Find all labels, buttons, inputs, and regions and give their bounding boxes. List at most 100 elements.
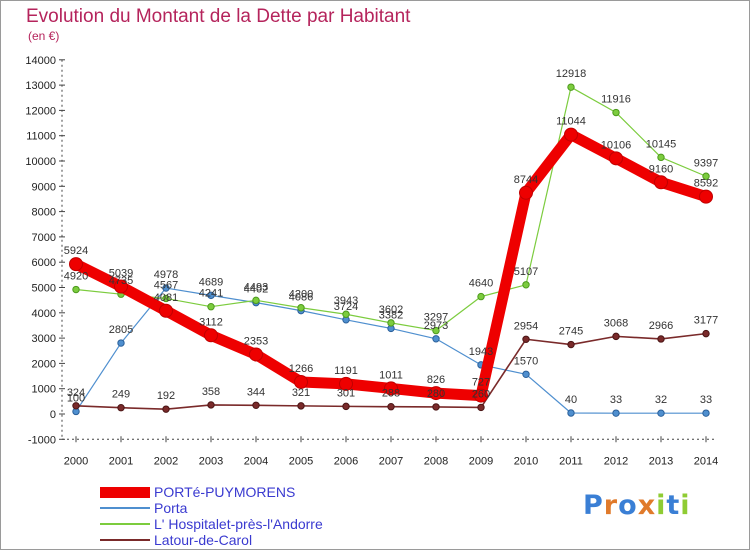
data-point <box>342 310 350 318</box>
data-label: 10106 <box>601 139 632 151</box>
data-label: 9397 <box>694 157 718 169</box>
data-label: 1191 <box>334 365 358 377</box>
logo-letter: o <box>618 490 638 521</box>
x-tick-label: 2010 <box>514 455 538 467</box>
data-label: 33 <box>610 394 622 406</box>
data-label: 5039 <box>109 268 133 280</box>
data-label: 280 <box>427 388 445 400</box>
y-tick-label: 12000 <box>25 105 56 117</box>
data-point <box>522 335 530 343</box>
data-label: 1266 <box>289 363 313 375</box>
data-label: 301 <box>337 387 355 399</box>
y-tick-label: 14000 <box>25 55 56 67</box>
data-point <box>612 332 620 341</box>
data-label: 3068 <box>604 317 628 329</box>
data-label: 288 <box>382 388 400 400</box>
data-point <box>114 279 128 294</box>
data-point <box>477 403 485 412</box>
y-tick-label: 0 <box>50 409 56 421</box>
data-point <box>567 409 575 417</box>
data-label: 321 <box>292 387 310 399</box>
data-label: 3943 <box>334 295 358 307</box>
data-point <box>162 294 170 303</box>
legend-item: Porta <box>100 500 323 516</box>
x-tick-label: 2011 <box>559 455 583 467</box>
data-label: 4241 <box>199 288 223 300</box>
y-tick-label: 6000 <box>32 257 56 269</box>
data-point <box>387 319 395 327</box>
data-label: 12918 <box>556 68 587 80</box>
data-label: 33 <box>700 394 712 406</box>
logo-letter: i <box>656 490 667 521</box>
data-label: 192 <box>157 390 175 402</box>
proxiti-logo: Proxiti <box>583 490 691 521</box>
data-point <box>657 335 665 343</box>
data-label: 8744 <box>514 174 538 186</box>
data-point <box>522 281 530 289</box>
data-label: 4735 <box>109 275 133 287</box>
y-tick-label: 13000 <box>25 80 56 92</box>
data-label: 4493 <box>244 281 268 293</box>
legend-item: PORTé-PUYMORENS <box>100 484 323 500</box>
data-point <box>342 402 350 411</box>
data-point <box>207 401 215 409</box>
data-point <box>387 403 395 411</box>
data-label: 344 <box>247 386 265 398</box>
data-label: 3382 <box>379 309 403 321</box>
data-label: 4689 <box>199 276 223 288</box>
data-point <box>294 374 308 389</box>
data-label: 260 <box>472 388 490 400</box>
legend-item: L' Hospitalet-près-l'Andorre <box>100 516 323 532</box>
data-label: 11044 <box>556 116 586 128</box>
data-label: 324 <box>67 387 85 399</box>
logo-letter: r <box>603 490 619 521</box>
x-tick-label: 2014 <box>694 455 718 467</box>
data-point <box>432 326 440 335</box>
data-label: 4200 <box>289 289 313 301</box>
data-label: 826 <box>427 374 445 386</box>
data-label: 100 <box>67 392 85 404</box>
data-label: 4567 <box>154 279 178 291</box>
data-point <box>249 347 263 362</box>
y-tick-label: 11000 <box>26 131 56 143</box>
data-point <box>69 257 83 272</box>
data-point <box>339 376 353 391</box>
series-line-0 <box>70 129 712 402</box>
data-point <box>117 339 125 347</box>
x-tick-label: 2002 <box>154 455 178 467</box>
data-point <box>612 108 620 117</box>
data-label: 2973 <box>424 320 448 332</box>
legend-swatch <box>100 539 150 541</box>
data-label: 358 <box>202 386 220 398</box>
x-tick-label: 2001 <box>109 455 133 467</box>
chart-series <box>69 83 713 417</box>
data-label: 4640 <box>469 278 493 290</box>
y-tick-label: 4000 <box>32 308 56 320</box>
chart-unit-label: (en €) <box>28 29 60 43</box>
data-label: 1011 <box>379 369 403 381</box>
data-label: 40 <box>565 394 577 406</box>
data-point <box>207 303 215 311</box>
data-point <box>252 401 260 409</box>
data-point <box>204 328 218 343</box>
data-point <box>477 292 485 301</box>
data-point <box>564 127 578 142</box>
y-tick-label: 8000 <box>32 207 56 219</box>
data-point <box>72 285 80 294</box>
data-point <box>252 296 260 305</box>
data-label: 10145 <box>646 138 677 150</box>
y-tick-label: -1000 <box>28 434 56 446</box>
data-point <box>699 189 713 204</box>
logo-letter: P <box>583 490 604 521</box>
data-label: 3112 <box>199 316 223 328</box>
logo-letter: i <box>680 490 691 521</box>
data-label: 727 <box>472 377 490 389</box>
x-tick-label: 2004 <box>244 455 268 467</box>
data-point <box>429 386 443 401</box>
legend-swatch <box>100 486 150 498</box>
data-point <box>567 83 575 91</box>
y-tick-label: 10000 <box>25 156 56 168</box>
y-tick-label: 3000 <box>32 333 56 345</box>
data-point <box>702 409 710 417</box>
